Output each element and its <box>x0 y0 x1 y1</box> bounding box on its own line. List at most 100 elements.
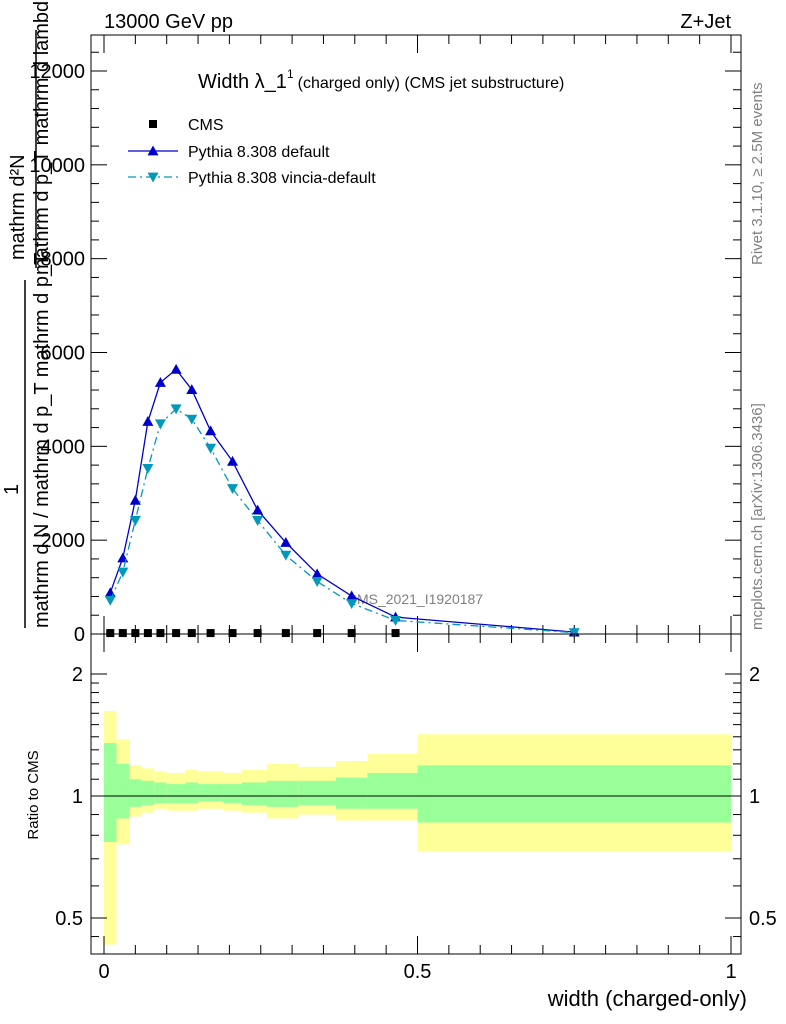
data-point <box>346 590 358 601</box>
data-point <box>131 629 140 638</box>
main-ylabel: mathrm d²N mathrm d p_T mathrm d lambda … <box>1 0 53 628</box>
mcplots-label: mcplots.cern.ch [arXiv:1306.3436] <box>749 403 766 630</box>
analysis-watermark: CMS_2021_I1920187 <box>347 591 483 607</box>
ratio-band-inner <box>223 784 242 804</box>
ratio-ytick-label: 2 <box>72 664 83 686</box>
data-point <box>129 516 141 526</box>
data-point <box>129 494 141 505</box>
ratio-band-inner <box>298 780 336 806</box>
data-point <box>106 629 115 638</box>
ratio-band-inner <box>129 779 142 807</box>
data-point <box>227 484 239 495</box>
ylabel-numerator-2: mathrm d p_T mathrm d lambda <box>31 0 53 275</box>
main-ytick-label: 8000 <box>41 249 86 271</box>
data-point <box>390 615 402 626</box>
legend-marker <box>147 145 159 156</box>
data-point <box>347 629 356 638</box>
data-point <box>281 629 290 638</box>
data-point <box>154 419 166 430</box>
title-superscript: 1 <box>287 67 294 81</box>
data-point <box>186 414 198 425</box>
main-ytick-label: 10000 <box>29 155 85 177</box>
ratio-band-inner <box>198 784 224 802</box>
ylabel-denominator: mathrm d N / mathrm d p_T mathrm d p_T <box>31 253 53 628</box>
data-point <box>206 629 215 638</box>
series-line <box>109 368 575 633</box>
legend-item: Pythia 8.308 vincia-default <box>128 170 376 187</box>
series-2 <box>104 404 580 639</box>
ratio-band-inner <box>335 777 368 809</box>
ratio-plot-frame <box>90 633 742 955</box>
data-point <box>280 550 292 561</box>
main-ytick-label: 2000 <box>41 530 86 552</box>
ratio-xtick-label: 1 <box>725 961 736 983</box>
title-main: Width λ_1 <box>198 71 287 93</box>
ratio-bands <box>104 711 731 945</box>
data-point <box>252 504 264 515</box>
data-point <box>311 577 323 587</box>
ratio-ytick-label-right: 0.5 <box>749 908 777 930</box>
ratio-plot: 0.5 0.51 12 2 0 0.5 1 Ratio to CMS width (cha… <box>25 633 777 1011</box>
data-point <box>154 377 166 387</box>
ratio-x-ticks: 0 0.5 1 <box>98 634 737 983</box>
legend-item: CMS <box>149 117 224 134</box>
data-point <box>311 568 323 579</box>
ratio-y-ticks: 0.5 0.5 1 1 2 2 <box>55 664 777 938</box>
ratio-ytick-label-right: 2 <box>749 664 760 686</box>
ratio-band-inner <box>185 782 199 804</box>
data-point <box>143 629 152 638</box>
ylabel-one: 1 <box>1 484 23 495</box>
energy-label: 13000 GeV pp <box>104 11 233 33</box>
data-point <box>156 629 165 638</box>
plot-title: Width λ_11 (charged only) (CMS jet substr… <box>198 67 564 93</box>
ratio-band-inner <box>166 784 186 804</box>
ratio-band-inner <box>154 782 167 804</box>
legend-marker <box>149 120 157 128</box>
main-series <box>104 363 580 639</box>
data-point <box>170 363 182 374</box>
legend-label: Pythia 8.308 default <box>188 144 330 161</box>
ylabel-numerator: mathrm d²N <box>7 154 29 260</box>
data-point <box>117 567 129 578</box>
x-axis-label: width (charged-only) <box>547 986 747 1011</box>
data-point <box>253 629 262 638</box>
ratio-band-inner <box>367 772 418 809</box>
legend-item: Pythia 8.308 default <box>128 144 330 161</box>
ratio-band-inner <box>141 780 155 806</box>
legend-label: Pythia 8.308 vincia-default <box>188 170 376 187</box>
ratio-band-inner <box>417 765 731 823</box>
data-point <box>227 455 239 466</box>
main-ytick-label: 6000 <box>41 343 86 365</box>
data-point <box>172 629 181 638</box>
ratio-xtick-label: 0 <box>98 961 109 983</box>
data-point <box>313 629 322 638</box>
data-point <box>568 628 580 639</box>
data-point <box>346 599 358 610</box>
ratio-band-inner <box>267 780 299 807</box>
data-point <box>187 629 196 638</box>
ratio-band-inner <box>104 743 117 843</box>
ratio-ytick-label: 1 <box>72 786 83 808</box>
main-ytick-label: 12000 <box>29 61 85 83</box>
series-line <box>109 407 575 634</box>
data-point <box>205 443 217 454</box>
legend-label: CMS <box>188 117 224 134</box>
main-ytick-label: 0 <box>74 624 85 646</box>
data-point <box>280 537 292 547</box>
data-point <box>104 587 116 598</box>
data-point <box>104 595 116 606</box>
data-point <box>186 384 198 394</box>
rivet-label: Rivet 3.1.10, ≥ 2.5M events <box>749 83 766 266</box>
data-point <box>205 425 217 436</box>
legend: CMS Pythia 8.308 default Pythia 8.308 vinc… <box>128 117 376 187</box>
data-point <box>391 629 400 638</box>
title-rest: (charged only) (CMS jet substructure) <box>298 75 565 92</box>
process-label: Z+Jet <box>680 11 731 33</box>
main-y-ticks: 0 2000 4000 6000 8000 10000 12000 <box>29 51 741 646</box>
main-ytick-label: 4000 <box>41 436 86 458</box>
main-plot: 0 2000 4000 6000 8000 10000 12000 CMS_2021_I19… <box>29 34 742 646</box>
ratio-band-inner <box>116 763 130 819</box>
ratio-xtick-label: 0.5 <box>404 961 432 983</box>
ratio-band-inner <box>241 782 268 806</box>
